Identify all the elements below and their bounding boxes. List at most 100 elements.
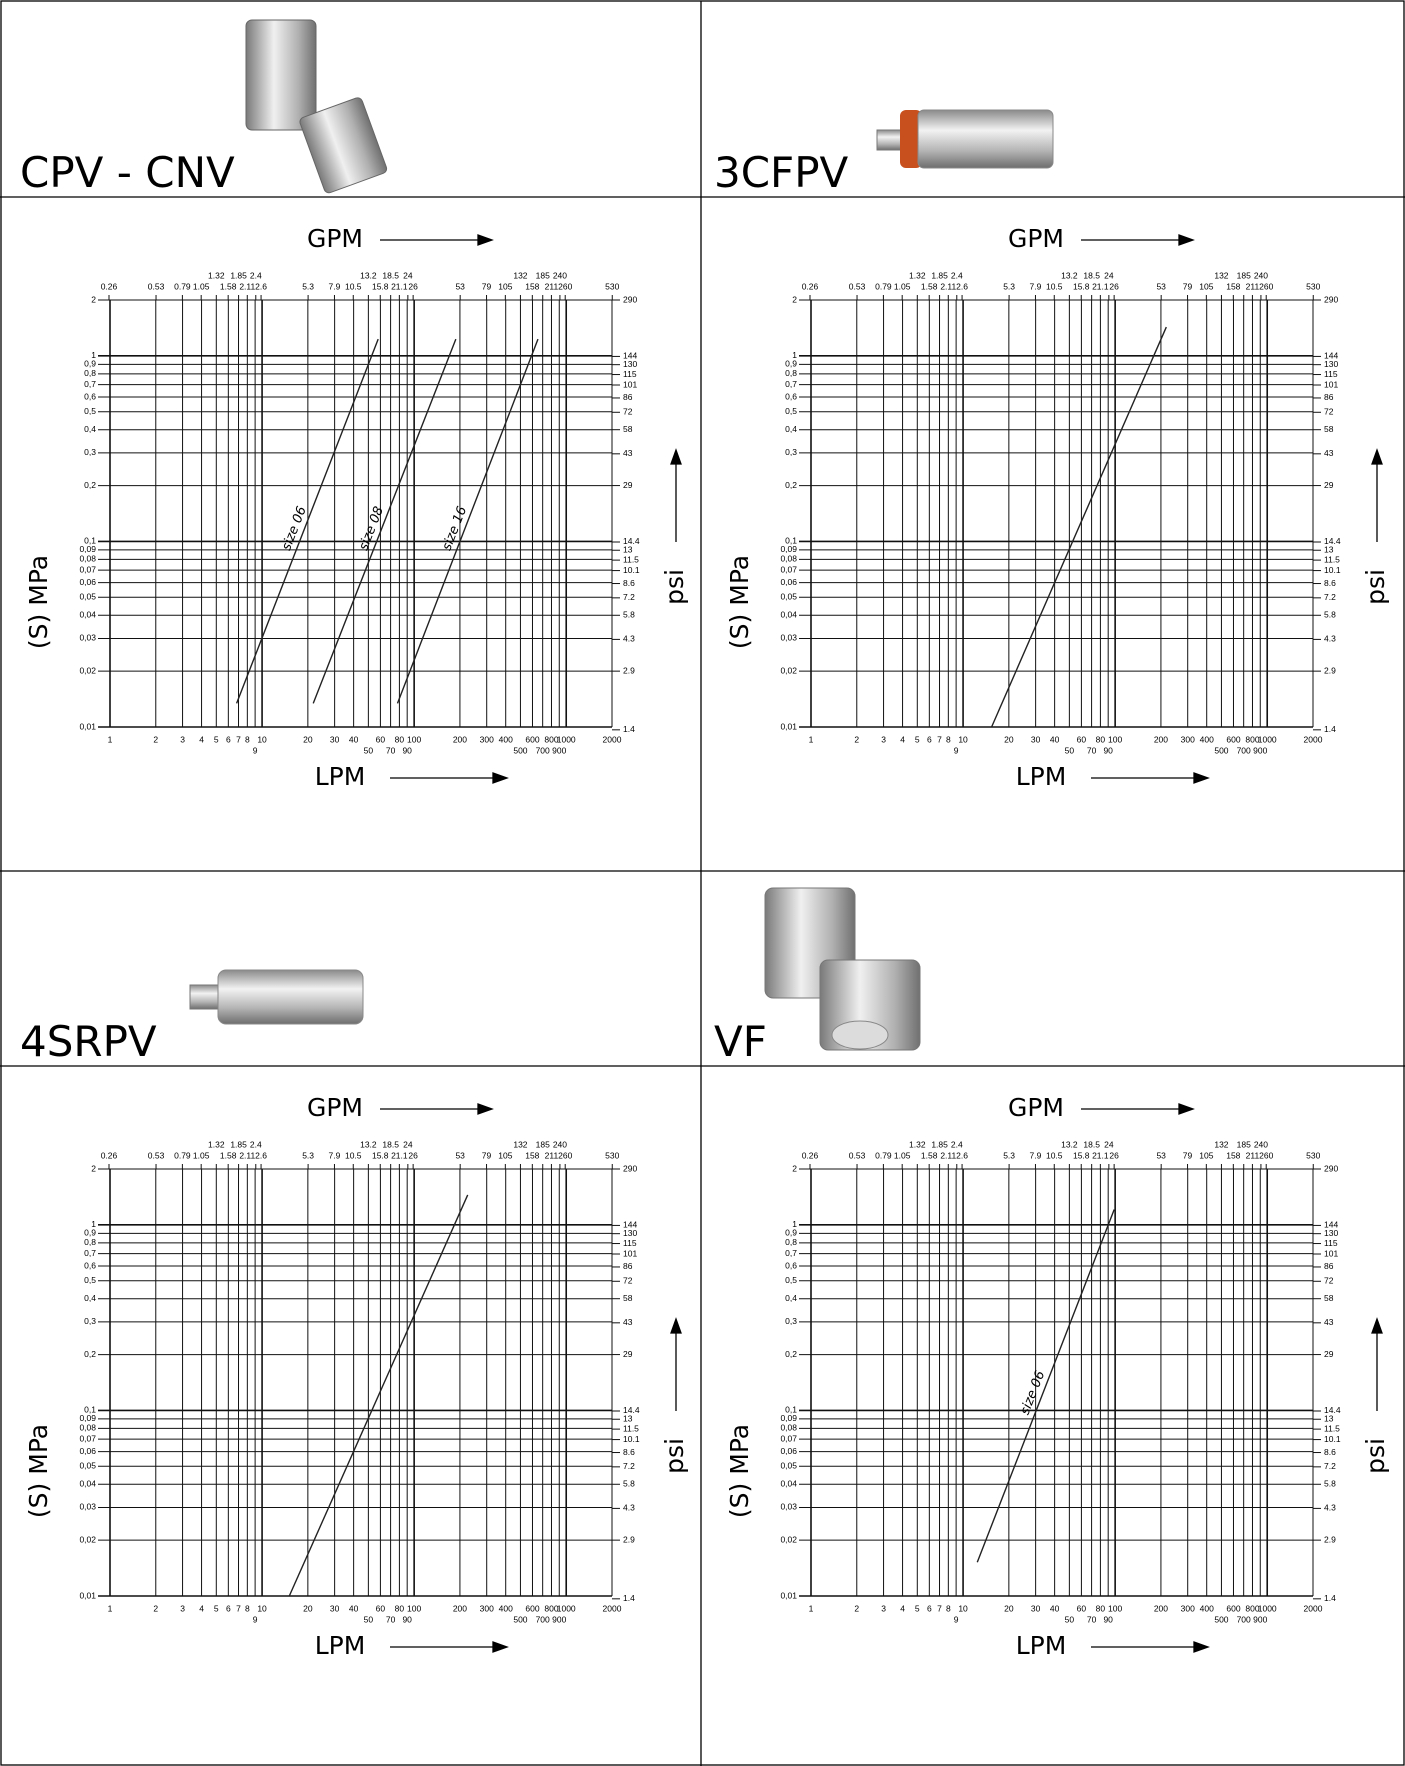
x2-tick-label: 185 xyxy=(536,270,550,280)
x2-tick-label: 18.5 xyxy=(382,1139,399,1149)
y-tick-label: 0,9 xyxy=(84,1228,96,1238)
x-tick-label: 600 xyxy=(525,1603,539,1613)
x2-tick-label: 2.11 xyxy=(239,1150,255,1160)
y2-tick-label: 130 xyxy=(623,1228,637,1238)
y-tick-label: 0,07 xyxy=(79,1433,96,1443)
x-tick-label: 20 xyxy=(1004,734,1014,744)
y-tick-label: 0,9 xyxy=(84,359,96,369)
y-tick-label: 0,9 xyxy=(785,1228,797,1238)
y2-tick-label: 86 xyxy=(1324,1261,1334,1271)
y2-tick-label: 130 xyxy=(1324,1228,1338,1238)
x-tick-label: 300 xyxy=(480,734,494,744)
y-tick-label: 0,07 xyxy=(780,564,797,574)
y-tick-label: 0,08 xyxy=(780,554,797,564)
x2-tick-label: 15.8 xyxy=(1073,1150,1090,1160)
y2-tick-label: 58 xyxy=(1324,424,1334,434)
x-tick-label: 700 xyxy=(1237,745,1251,755)
x2-axis-label: GPM xyxy=(1008,224,1064,253)
y2-tick-label: 144 xyxy=(1324,1220,1338,1230)
arrow xyxy=(380,1103,494,1115)
x-tick-label: 60 xyxy=(376,1603,386,1613)
x-tick-label: 900 xyxy=(1253,745,1267,755)
x2-tick-label: 13.2 xyxy=(360,270,377,280)
y2-tick-label: 58 xyxy=(1324,1293,1334,1303)
y2-tick-label: 144 xyxy=(623,351,637,361)
x-tick-label: 5 xyxy=(214,1603,219,1613)
x-tick-label: 4 xyxy=(900,1603,905,1613)
x2-tick-label: 5.3 xyxy=(302,1150,314,1160)
y2-tick-label: 101 xyxy=(623,379,637,389)
y-tick-label: 0,05 xyxy=(79,592,96,602)
x-tick-label: 8 xyxy=(245,734,250,744)
x2-tick-label: 158 xyxy=(525,281,539,291)
x2-tick-label: 260 xyxy=(558,1150,572,1160)
x-tick-label: 600 xyxy=(1226,734,1240,744)
y2-tick-label: 115 xyxy=(1324,1238,1338,1248)
y-axis-label: (S) MPa xyxy=(725,1424,754,1518)
x2-tick-label: 79 xyxy=(1183,281,1193,291)
y2-tick-label: 130 xyxy=(623,359,637,369)
y-tick-label: 0,03 xyxy=(79,633,96,643)
x2-tick-label: 13.2 xyxy=(360,1139,377,1149)
x-tick-label: 70 xyxy=(386,745,396,755)
x2-tick-label: 0.26 xyxy=(802,1150,819,1160)
x-tick-label: 1000 xyxy=(1258,734,1277,744)
arrow xyxy=(670,448,682,542)
y-tick-label: 0,3 xyxy=(785,1316,797,1326)
x-tick-label: 7 xyxy=(937,734,942,744)
x-tick-label: 40 xyxy=(349,1603,359,1613)
y2-tick-label: 58 xyxy=(623,424,633,434)
x-tick-label: 1000 xyxy=(557,734,576,744)
y-tick-label: 0,8 xyxy=(785,1237,797,1247)
x2-tick-label: 1.32 xyxy=(208,270,225,280)
y2-tick-label: 14.4 xyxy=(1324,536,1341,546)
y2-tick-label: 5.8 xyxy=(623,610,635,620)
y-tick-label: 0,02 xyxy=(780,665,797,675)
y-tick-label: 0,04 xyxy=(780,610,797,620)
x-tick-label: 200 xyxy=(453,734,467,744)
arrow xyxy=(1091,772,1210,784)
x-tick-label: 9 xyxy=(954,1614,959,1624)
x-tick-label: 900 xyxy=(1253,1614,1267,1624)
x2-tick-label: 1.85 xyxy=(931,1139,948,1149)
x-tick-label: 800 xyxy=(544,1603,558,1613)
y2-tick-label: 14.4 xyxy=(623,1405,640,1415)
y-tick-label: 1 xyxy=(91,1219,96,1229)
product-name: 4SRPV xyxy=(20,1017,157,1066)
product-name: VF xyxy=(714,1017,767,1066)
y-tick-label: 0,7 xyxy=(785,379,797,389)
x-tick-label: 10 xyxy=(257,734,267,744)
x2-tick-label: 26 xyxy=(1109,281,1119,291)
arrow xyxy=(1091,1641,1210,1653)
y2-tick-label: 4.3 xyxy=(623,1503,635,1513)
x-tick-label: 60 xyxy=(1077,1603,1087,1613)
x-tick-label: 70 xyxy=(1087,745,1097,755)
x-tick-label: 700 xyxy=(536,745,550,755)
x-tick-label: 1 xyxy=(108,1603,113,1613)
arrow xyxy=(1081,234,1195,246)
x-tick-label: 1 xyxy=(809,1603,814,1613)
x2-tick-label: 2.4 xyxy=(951,1139,963,1149)
x2-tick-label: 260 xyxy=(1259,281,1273,291)
y2-tick-label: 10.1 xyxy=(1324,565,1341,575)
x2-tick-label: 0.79 xyxy=(875,1150,892,1160)
x-tick-label: 6 xyxy=(927,1603,932,1613)
y-tick-label: 0,02 xyxy=(780,1534,797,1544)
product-image xyxy=(764,887,921,1051)
y-tick-label: 0,2 xyxy=(84,1349,96,1359)
x-tick-label: 20 xyxy=(303,1603,313,1613)
y-tick-label: 0,01 xyxy=(780,721,797,731)
y2-tick-label: 11.5 xyxy=(623,554,639,564)
product-name: 3CFPV xyxy=(714,148,849,197)
x-tick-label: 80 xyxy=(1096,1603,1106,1613)
y-tick-label: 0,06 xyxy=(780,577,797,587)
y-tick-label: 0,2 xyxy=(785,1349,797,1359)
x-tick-label: 4 xyxy=(199,1603,204,1613)
x2-tick-label: 0.26 xyxy=(101,1150,118,1160)
x-tick-label: 100 xyxy=(1108,1603,1122,1613)
y-tick-label: 1 xyxy=(792,350,797,360)
y2-tick-label: 29 xyxy=(623,480,633,490)
x2-tick-label: 260 xyxy=(558,281,572,291)
